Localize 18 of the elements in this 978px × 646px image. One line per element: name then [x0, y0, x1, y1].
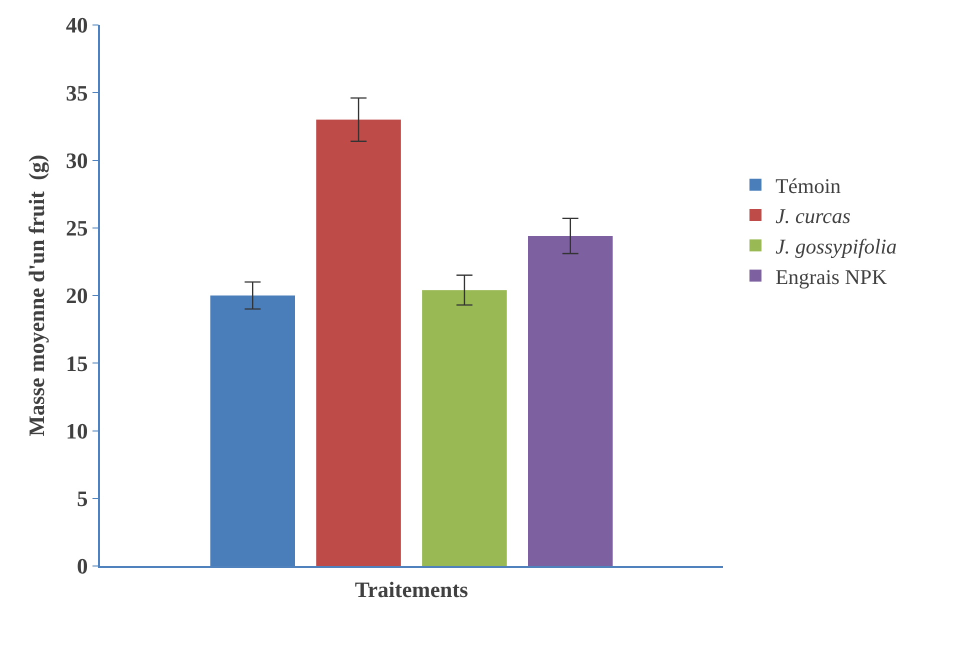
legend-label: J. gossypifolia [775, 234, 897, 259]
y-tick-label: 15 [66, 350, 88, 376]
y-tick-label: 20 [66, 283, 88, 308]
legend-label: J. curcas [775, 204, 850, 228]
y-tick-label: 25 [66, 216, 88, 241]
y-tick-label: 35 [66, 80, 88, 106]
legend-label: Engrais NPK [775, 264, 887, 289]
bar [528, 236, 613, 566]
x-axis-title: Traitements [354, 577, 469, 602]
bar [422, 290, 507, 566]
y-tick-label: 30 [66, 148, 88, 173]
bar [316, 120, 401, 566]
y-tick-label: 10 [66, 418, 88, 444]
y-axis-title: Masse moyenne d'un fruit (g) [24, 154, 50, 436]
legend-label: Témoin [775, 174, 842, 198]
y-tick-label: 0 [76, 554, 88, 579]
y-tick-label: 40 [66, 12, 88, 38]
y-tick-label: 5 [76, 486, 88, 512]
